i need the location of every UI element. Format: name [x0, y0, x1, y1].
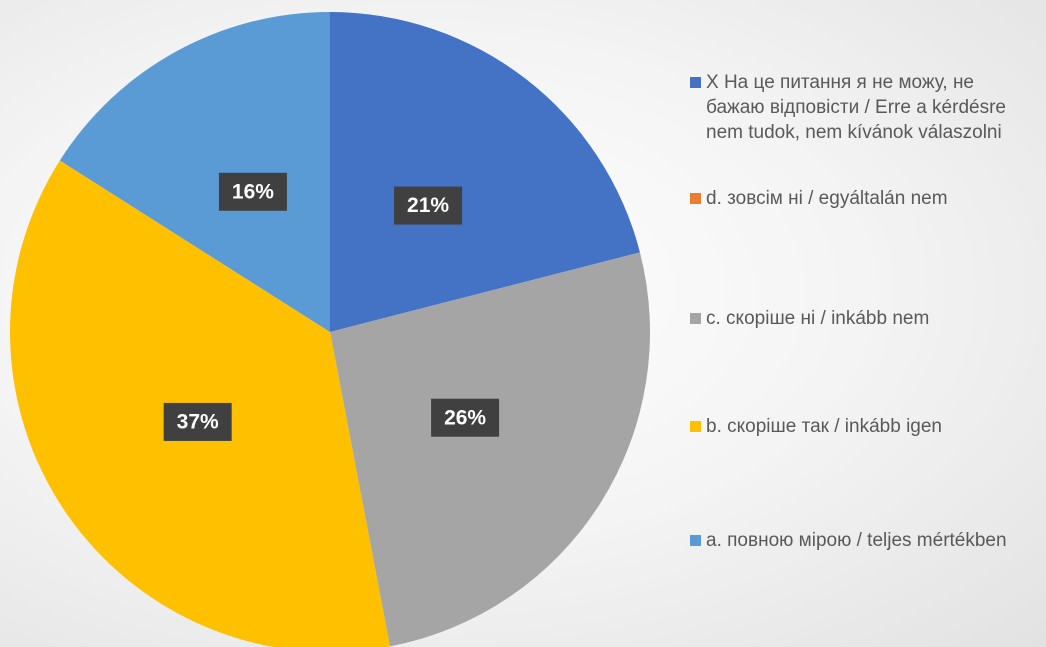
legend-label: b. скоріше так / inkább igen [706, 416, 942, 437]
legend-label: d. зовсім ні / egyáltalán nem [706, 188, 948, 209]
legend-item: X На це питання я не можу, не бажаю відп… [690, 70, 1035, 145]
pie-slice [59, 12, 330, 332]
data-label-box [394, 186, 463, 225]
legend-item: d. зовсім ні / egyáltalán nem [690, 186, 1035, 211]
legend-item: b. скоріше так / inkább igen [690, 414, 1035, 439]
data-label-box [163, 402, 232, 441]
legend-swatch [690, 77, 701, 88]
data-label-box [218, 172, 287, 211]
data-label-box [431, 398, 500, 437]
data-label: 16% [232, 180, 274, 203]
data-label: 37% [177, 410, 219, 433]
data-label: 26% [444, 406, 486, 429]
data-label: 21% [407, 194, 449, 217]
legend-label: c. скоріше ні / inkább nem [706, 308, 930, 329]
pie-slice [330, 252, 651, 647]
legend-label: X На це питання я не можу, не бажаю відп… [706, 72, 1006, 143]
legend-item: c. скоріше ні / inkább nem [690, 306, 1035, 331]
legend-swatch [690, 193, 701, 204]
legend-swatch [690, 421, 701, 432]
pie-slice [330, 12, 640, 332]
legend-swatch [690, 535, 701, 546]
legend-swatch [690, 313, 701, 324]
legend-label: a. повною мірою / teljes mértékben [706, 530, 1007, 551]
legend-item: a. повною мірою / teljes mértékben [690, 528, 1035, 553]
